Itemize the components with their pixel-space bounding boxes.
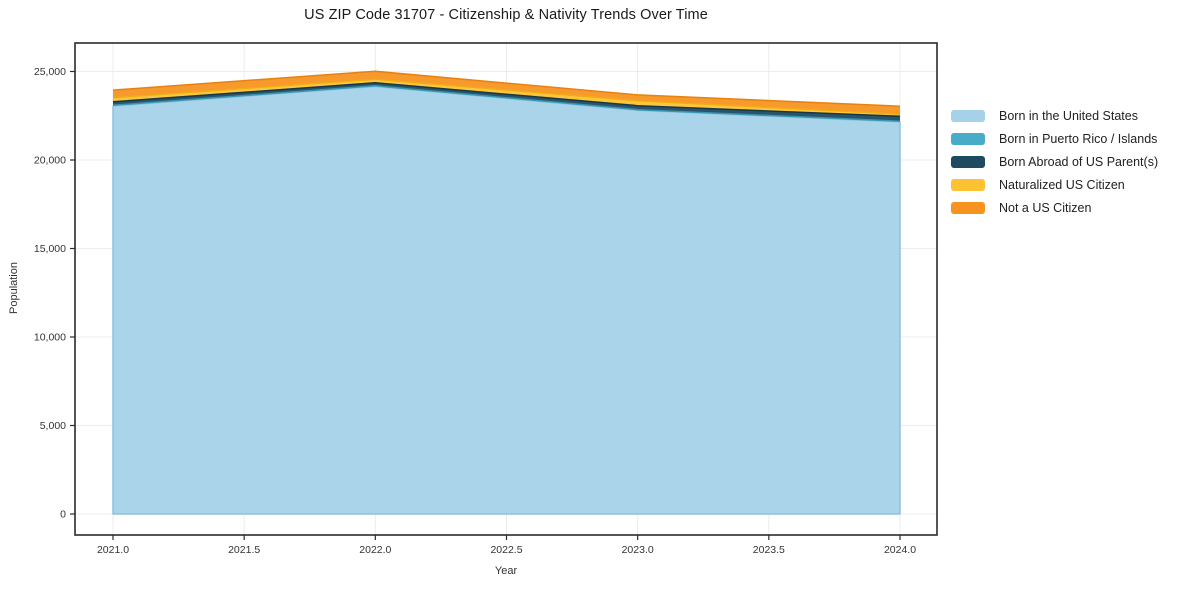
legend-item-4[interactable]: Naturalized US Citizen [951,173,1158,196]
legend-swatch [951,178,985,191]
y-tick-label: 0 [60,509,66,521]
legend-label: Born in the United States [999,108,1138,123]
legend-label: Born Abroad of US Parent(s) [999,154,1159,169]
y-axis-label: Population [8,262,20,314]
legend-swatch [951,109,985,122]
area-edge-3 [112,82,901,118]
legend-item-1[interactable]: Born in the United States [951,104,1158,127]
legend-item-5[interactable]: Not a US Citizen [951,196,1158,219]
y-tick-label: 20,000 [34,155,66,167]
x-tick-label: 2024.0 [884,544,916,556]
legend-label: Naturalized US Citizen [999,177,1125,192]
legend-item-3[interactable]: Born Abroad of US Parent(s) [951,150,1158,173]
y-tick-label: 5,000 [40,420,66,432]
y-tick-label: 25,000 [34,66,66,78]
legend-swatch [951,201,985,214]
area-edge-5 [112,70,901,107]
area-band-4 [113,79,900,117]
area-band-1 [113,86,900,514]
x-tick-label: 2021.0 [97,544,129,556]
x-tick-label: 2023.0 [622,544,654,556]
legend-swatch [951,132,985,145]
y-tick-label: 15,000 [34,243,66,255]
legend: Born in the United States Born in Puerto … [951,104,1158,219]
chart-title: US ZIP Code 31707 - Citizenship & Nativi… [304,7,708,23]
x-tick-label: 2022.5 [490,544,522,556]
x-tick-label: 2023.5 [753,544,785,556]
area-edge-2 [112,85,901,122]
x-tick-label: 2021.5 [228,544,260,556]
legend-label: Not a US Citizen [999,200,1092,215]
legend-item-2[interactable]: Born in Puerto Rico / Islands [951,127,1158,150]
legend-label: Born in Puerto Rico / Islands [999,131,1158,146]
legend-swatch [951,155,985,168]
x-tick-label: 2022.0 [359,544,391,556]
area-edge-4 [112,78,901,115]
y-tick-label: 10,000 [34,332,66,344]
area-band-3 [113,82,900,122]
x-axis-label: Year [494,565,518,577]
